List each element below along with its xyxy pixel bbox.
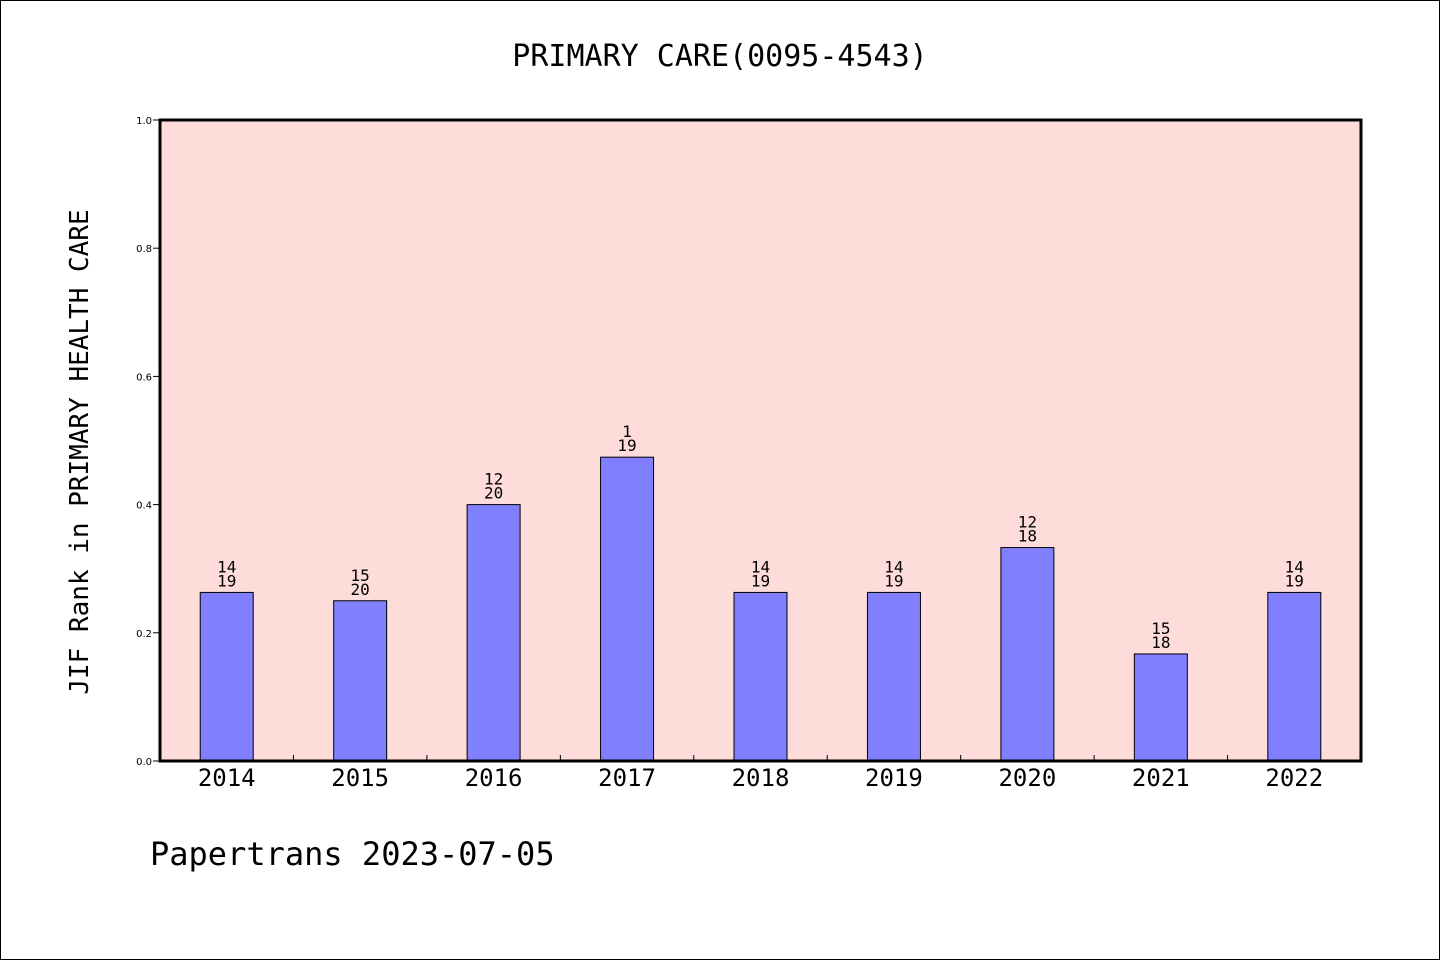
- bar-label-bottom-2014: 19: [217, 571, 236, 590]
- x-tick-label-2017: 2017: [598, 764, 656, 792]
- bar-2021: [1133, 653, 1188, 762]
- y-tick-label: 0.0: [136, 757, 152, 768]
- bar-2017: [600, 456, 655, 762]
- x-tick-label-2019: 2019: [865, 764, 923, 792]
- chart-title: PRIMARY CARE(0095-4543): [512, 39, 927, 74]
- x-tick-label-2022: 2022: [1265, 764, 1323, 792]
- bar-2015: [333, 600, 388, 762]
- plot-border: [158, 118, 1363, 763]
- bar-label-top-2014: 14: [217, 557, 236, 576]
- x-tick-label-2014: 2014: [198, 764, 256, 792]
- bar-2018: [733, 591, 788, 762]
- bar-label-top-2020: 12: [1018, 513, 1037, 532]
- footer-credit: Papertrans 2023-07-05: [150, 835, 555, 873]
- x-tick-label-2021: 2021: [1132, 764, 1190, 792]
- bar-2020: [1000, 547, 1055, 762]
- y-tick-label: 0.2: [136, 629, 152, 640]
- bar-label-bottom-2021: 18: [1151, 633, 1170, 652]
- bar-label-bottom-2016: 20: [484, 484, 503, 503]
- bar-label-bottom-2017: 19: [617, 436, 636, 455]
- x-tick-label-2020: 2020: [998, 764, 1056, 792]
- bar-label-bottom-2018: 19: [751, 571, 770, 590]
- bar-label-top-2021: 15: [1151, 619, 1170, 638]
- bar-label-bottom-2019: 19: [884, 571, 903, 590]
- x-tick-label-2018: 2018: [732, 764, 790, 792]
- y-tick-label: 0.4: [136, 501, 152, 512]
- y-tick-label: 0.6: [136, 372, 152, 383]
- ticks-layer: 2014 2015 2016 2017 2018 2019 2020 2021 20220.00…: [136, 116, 1323, 792]
- bar-label-top-2019: 14: [884, 557, 903, 576]
- bar-label-top-2015: 15: [351, 566, 370, 585]
- y-tick-label: 1.0: [136, 116, 152, 127]
- y-axis-label: JIF Rank in PRIMARY HEALTH CARE: [65, 209, 95, 694]
- bar-label-top-2016: 12: [484, 470, 503, 489]
- x-tick-label-2016: 2016: [465, 764, 523, 792]
- bar-2022: [1267, 591, 1322, 762]
- x-tick-label-2015: 2015: [331, 764, 389, 792]
- y-tick-label: 0.8: [136, 244, 152, 255]
- bar-label-bottom-2015: 20: [351, 580, 370, 599]
- bar-label-bottom-2022: 19: [1285, 571, 1304, 590]
- bar-label-bottom-2020: 18: [1018, 527, 1037, 546]
- bar-2019: [866, 591, 921, 762]
- bar-label-top-2018: 14: [751, 557, 770, 576]
- bar-label-top-2022: 14: [1285, 557, 1304, 576]
- bar-2016: [466, 504, 521, 762]
- bar-2014: [199, 591, 254, 762]
- bar-label-top-2017: 1: [622, 422, 632, 441]
